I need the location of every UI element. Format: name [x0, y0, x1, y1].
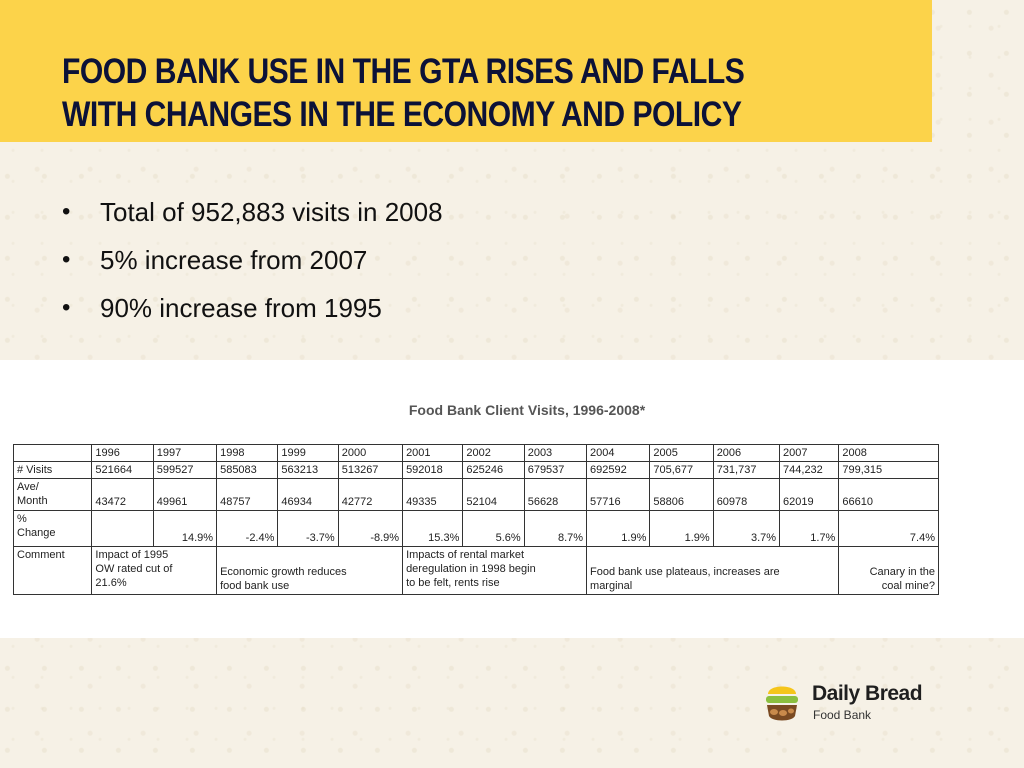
change-cell: -3.7% — [277, 510, 339, 547]
ave-month-cell: 52104 — [462, 478, 525, 511]
title-band — [0, 0, 932, 142]
comment-cell: Economic growth reduces food bank use — [216, 546, 404, 595]
bullet-item: • 5% increase from 2007 — [62, 236, 443, 284]
year-header: 2000 — [337, 444, 404, 462]
comment-cell: Impact of 1995 OW rated cut of 21.6% — [91, 546, 218, 595]
visits-cell: 592018 — [402, 461, 464, 479]
year-header: 2003 — [523, 444, 588, 462]
year-header: 2004 — [586, 444, 651, 462]
table-header-row: 1996 1997 1998 1999 2000 2001 2002 2003 … — [12, 444, 939, 462]
comment-cell: Impacts of rental market deregulation in… — [402, 546, 588, 595]
row-label: Comment — [12, 546, 93, 595]
ave-month-cell: 56628 — [523, 478, 588, 511]
row-label: Ave/ Month — [12, 478, 93, 511]
change-cell: 8.7% — [523, 510, 588, 547]
comment-cell: Food bank use plateaus, increases are ma… — [586, 546, 840, 595]
ave-month-cell: 43472 — [91, 478, 154, 511]
year-header: 2007 — [779, 444, 840, 462]
year-header: 2008 — [838, 444, 939, 462]
visits-cell: 563213 — [277, 461, 339, 479]
change-cell: 7.4% — [838, 510, 939, 547]
year-header: 2005 — [649, 444, 714, 462]
daily-bread-logo: Daily Bread Food Bank — [762, 678, 942, 728]
table-row-visits: # Visits 521664 599527 585083 563213 513… — [12, 461, 939, 479]
year-header: 1998 — [216, 444, 279, 462]
year-header: 2006 — [712, 444, 781, 462]
ave-month-cell: 60978 — [712, 478, 781, 511]
bullet-dot: • — [62, 294, 71, 321]
bread-basket-icon — [766, 686, 798, 721]
bullet-dot: • — [62, 246, 71, 273]
ave-month-cell: 46934 — [277, 478, 339, 511]
bullet-dot: • — [62, 198, 71, 225]
year-header: 2001 — [402, 444, 464, 462]
visits-cell: 513267 — [337, 461, 404, 479]
table-title: Food Bank Client Visits, 1996-2008* — [408, 402, 646, 418]
change-cell: 1.9% — [649, 510, 714, 547]
bullet-item: • Total of 952,883 visits in 2008 — [62, 188, 443, 236]
bullet-text: 90% increase from 1995 — [100, 293, 382, 323]
year-header: 1997 — [152, 444, 218, 462]
change-cell: 1.9% — [586, 510, 651, 547]
ave-month-cell: 57716 — [586, 478, 651, 511]
ave-month-cell: 48757 — [216, 478, 279, 511]
table-row-change: % Change 14.9% -2.4% -3.7% -8.9% 15.3% 5… — [12, 510, 939, 547]
ave-month-cell: 49961 — [152, 478, 218, 511]
bullet-list: • Total of 952,883 visits in 2008 • 5% inc… — [62, 188, 443, 332]
change-cell — [91, 510, 154, 547]
ave-month-cell: 58806 — [649, 478, 714, 511]
bullet-text: Total of 952,883 visits in 2008 — [100, 197, 443, 227]
table-row-ave-month: Ave/ Month 43472 49961 48757 46934 42772… — [12, 478, 939, 511]
ave-month-cell: 42772 — [337, 478, 404, 511]
row-label: % Change — [12, 510, 93, 547]
row-label: # Visits — [12, 461, 93, 479]
change-cell: 14.9% — [152, 510, 218, 547]
visits-cell: 599527 — [152, 461, 218, 479]
change-cell: 5.6% — [462, 510, 525, 547]
visits-cell: 585083 — [216, 461, 279, 479]
ave-month-cell: 66610 — [838, 478, 939, 511]
logo-subtitle: Food Bank — [813, 708, 872, 722]
visits-cell: 731,737 — [712, 461, 781, 479]
change-cell: 1.7% — [779, 510, 840, 547]
visits-cell: 679537 — [523, 461, 588, 479]
change-cell: 3.7% — [712, 510, 781, 547]
comment-cell: Canary in the coal mine? — [838, 546, 939, 595]
visits-cell: 692592 — [586, 461, 651, 479]
visits-cell: 799,315 — [838, 461, 939, 479]
change-cell: -2.4% — [216, 510, 279, 547]
title-line-2: WITH CHANGES IN THE ECONOMY AND POLICY — [62, 95, 742, 134]
table-corner-cell — [12, 444, 93, 462]
slide-title: FOOD BANK USE IN THE GTA RISES AND FALLS… — [62, 50, 819, 136]
ave-month-cell: 49335 — [402, 478, 464, 511]
visits-cell: 521664 — [91, 461, 154, 479]
bullet-text: 5% increase from 2007 — [100, 245, 368, 275]
visits-cell: 705,677 — [649, 461, 714, 479]
table-row-comment: Comment Impact of 1995 OW rated cut of 2… — [12, 546, 939, 595]
title-line-1: FOOD BANK USE IN THE GTA RISES AND FALLS — [62, 52, 745, 91]
year-header: 1996 — [91, 444, 154, 462]
logo-name: Daily Bread — [812, 682, 923, 705]
change-cell: 15.3% — [402, 510, 464, 547]
change-cell: -8.9% — [337, 510, 404, 547]
bullet-item: • 90% increase from 1995 — [62, 284, 443, 332]
client-visits-table: 1996 1997 1998 1999 2000 2001 2002 2003 … — [12, 444, 939, 595]
visits-cell: 744,232 — [779, 461, 840, 479]
visits-cell: 625246 — [462, 461, 525, 479]
ave-month-cell: 62019 — [779, 478, 840, 511]
year-header: 1999 — [277, 444, 339, 462]
year-header: 2002 — [462, 444, 525, 462]
